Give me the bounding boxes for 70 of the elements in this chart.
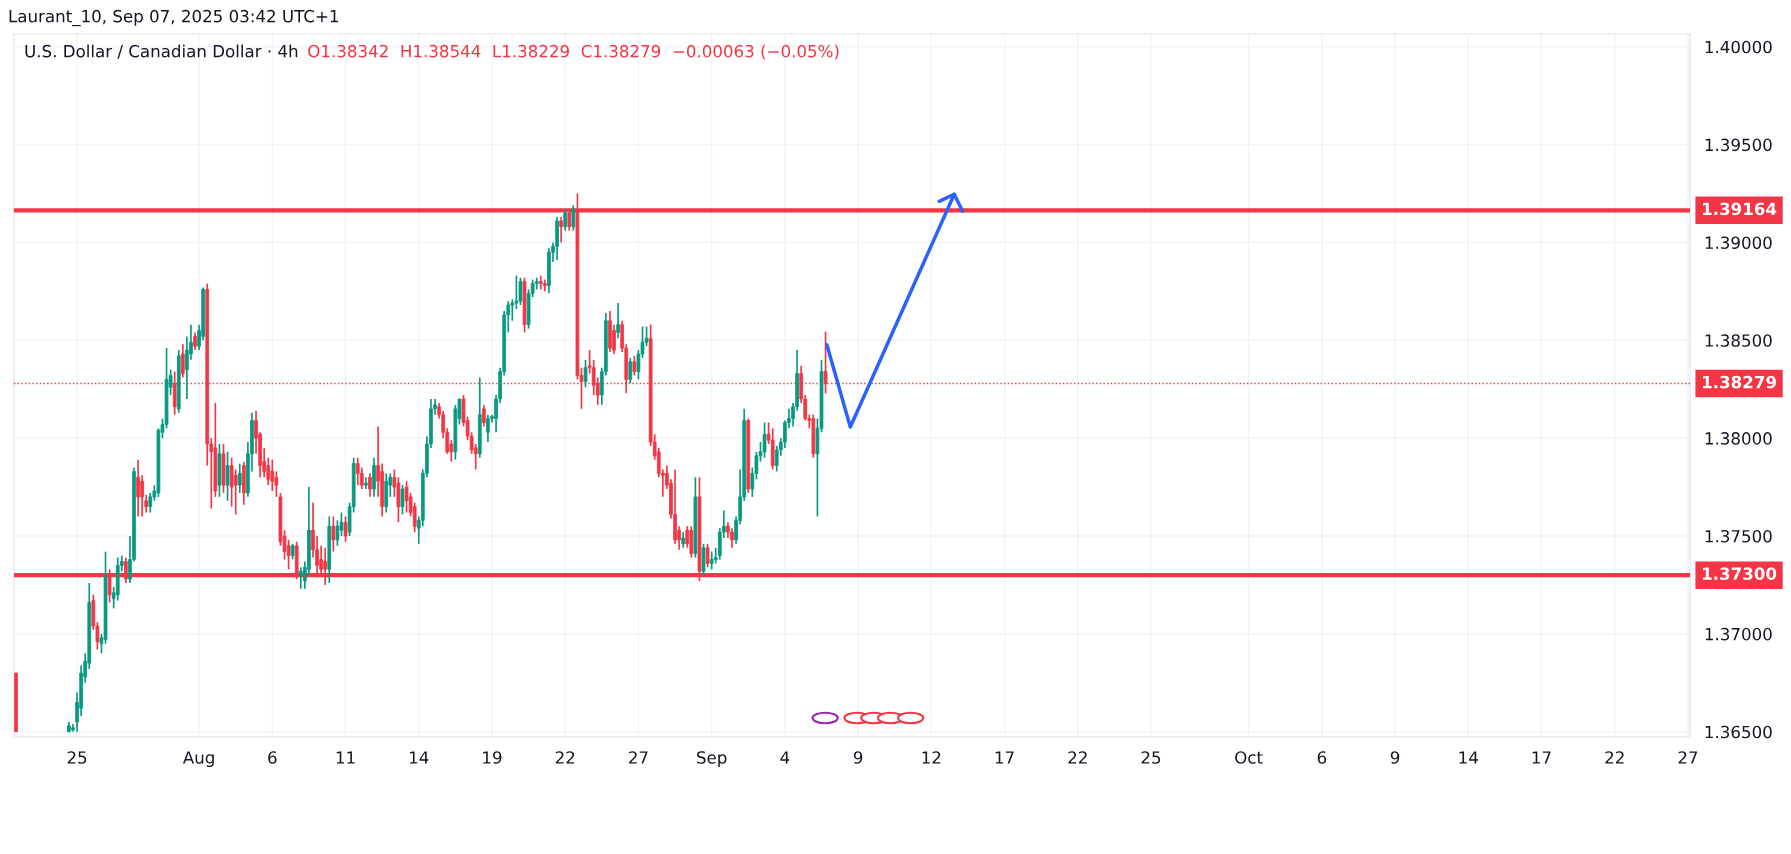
y-tick-label: 1.36500 (1705, 725, 1772, 739)
candlestick (237, 462, 242, 494)
candlestick (563, 208, 568, 232)
candlestick (689, 525, 694, 559)
y-tick-label: 1.38000 (1705, 432, 1772, 445)
candlestick (286, 539, 291, 571)
y-tick-label: 1.40000 (1705, 40, 1772, 54)
candlestick (368, 472, 372, 498)
candlestick (486, 413, 490, 443)
text: Laurant_10, Sep 07, 2025 03:42 UTC+1 (9, 9, 338, 27)
candlestick (343, 515, 348, 543)
candlestick (172, 370, 177, 416)
candlestick (583, 359, 588, 389)
x-tick-label: 17 (1532, 751, 1551, 764)
ref-line-label: 1.37300 (1702, 567, 1777, 580)
candlestick (298, 566, 303, 590)
candlestick (559, 216, 563, 244)
candlestick (701, 542, 706, 578)
candlestick (482, 404, 486, 428)
x-tick-label: Aug (182, 751, 214, 768)
candlestick (571, 204, 576, 232)
x-tick-label: Oct (1235, 751, 1263, 764)
ref-line-label: 1.38279 (1702, 375, 1776, 389)
candlestick (355, 456, 360, 486)
y-tick-label: 1.38500 (1705, 334, 1772, 347)
x-tick-label: 9 (1390, 751, 1400, 764)
x-tick-label: 25 (1141, 751, 1161, 764)
candlestick (225, 451, 230, 502)
candlestick (400, 484, 405, 516)
candlestick (136, 458, 140, 518)
x-tick-label: 27 (629, 751, 648, 764)
candlestick (331, 515, 336, 553)
x-tick-label: 22 (1605, 751, 1624, 764)
candlestick (518, 276, 523, 306)
candlestick (335, 519, 340, 547)
x-tick-label: 14 (1459, 751, 1478, 764)
candlestick (233, 468, 238, 516)
candlestick (140, 474, 144, 518)
y-tick-label: 1.37000 (1705, 627, 1772, 641)
text: U.S. Dollar / Canadian Dollar · 4h (25, 44, 298, 59)
x-tick-label: 9 (853, 751, 863, 764)
x-tick-label: 22 (1068, 751, 1087, 764)
x-tick-label: 27 (1678, 751, 1698, 764)
x-tick-label: 6 (268, 751, 277, 764)
candlestick (180, 343, 185, 379)
candlestick (270, 458, 275, 492)
candlestick (364, 476, 368, 490)
x-tick-label: 11 (336, 751, 355, 764)
y-tick-label: 1.37500 (1705, 529, 1772, 543)
x-tick-label: 14 (409, 751, 429, 764)
candlestick (404, 480, 409, 514)
ref-line-label: 1.39164 (1702, 202, 1777, 216)
x-tick-label: 25 (67, 751, 87, 764)
candlestick (372, 456, 376, 498)
candlestick (632, 355, 637, 377)
candlestick (628, 357, 633, 385)
y-tick-label: 1.39500 (1705, 138, 1772, 152)
x-tick-label: Sep (697, 751, 727, 768)
candlestick (762, 421, 767, 459)
candlestick (705, 542, 710, 569)
candlestick (148, 492, 153, 514)
x-tick-label: 4 (780, 751, 790, 764)
x-tick-label: 19 (483, 751, 502, 764)
y-tick-label: 1.39000 (1705, 236, 1772, 249)
text: O1.38342 H1.38544 L1.38229 C1.38279 −0.00063 (−0.05%) (308, 44, 839, 60)
x-tick-label: 22 (555, 751, 575, 764)
x-tick-label: 17 (995, 751, 1014, 764)
x-tick-label: 12 (922, 751, 941, 764)
candlestick (616, 302, 620, 340)
x-tick-label: 6 (1317, 751, 1327, 764)
